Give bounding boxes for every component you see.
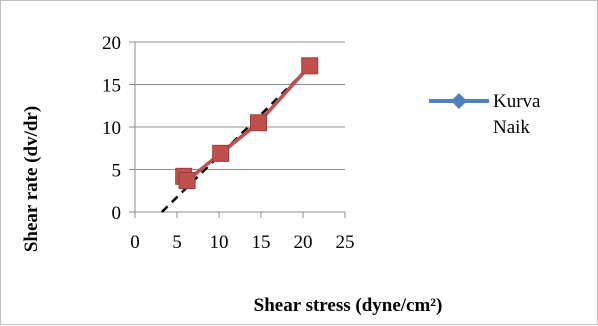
x-tick-label: 0 (130, 232, 140, 253)
legend-label-line2: Naik (493, 117, 530, 138)
legend-marker-diamond (451, 93, 467, 109)
legend: Kurva Naik (429, 91, 541, 138)
x-tick-label: 10 (210, 232, 229, 253)
gridlines (135, 41, 345, 170)
data-point-square (249, 114, 267, 132)
y-tick-label: 15 (102, 76, 121, 97)
data-point-square (178, 172, 196, 190)
legend-label-line1: Kurva (493, 91, 541, 112)
y-tick-label: 20 (102, 33, 121, 54)
x-tick-label: 20 (294, 232, 313, 253)
y-tick-label: 0 (112, 203, 122, 224)
series-line-1 (182, 64, 312, 184)
series-layer (175, 57, 319, 190)
y-tick-label: 10 (102, 118, 121, 139)
data-point-square (301, 57, 319, 75)
x-axis-title: Shear stress (dyne/cm²) (254, 295, 443, 316)
tick-labels: 0 5 10 15 20 0 5 10 15 20 25 (102, 33, 355, 253)
x-tick-label: 5 (172, 232, 182, 253)
x-tick-label: 25 (336, 232, 355, 253)
x-tick-label: 15 (252, 232, 271, 253)
y-tick-label: 5 (112, 161, 122, 182)
y-axis-title: Shear rate (dv/dr) (21, 106, 42, 252)
axes (129, 41, 346, 218)
data-point-square (212, 144, 230, 162)
